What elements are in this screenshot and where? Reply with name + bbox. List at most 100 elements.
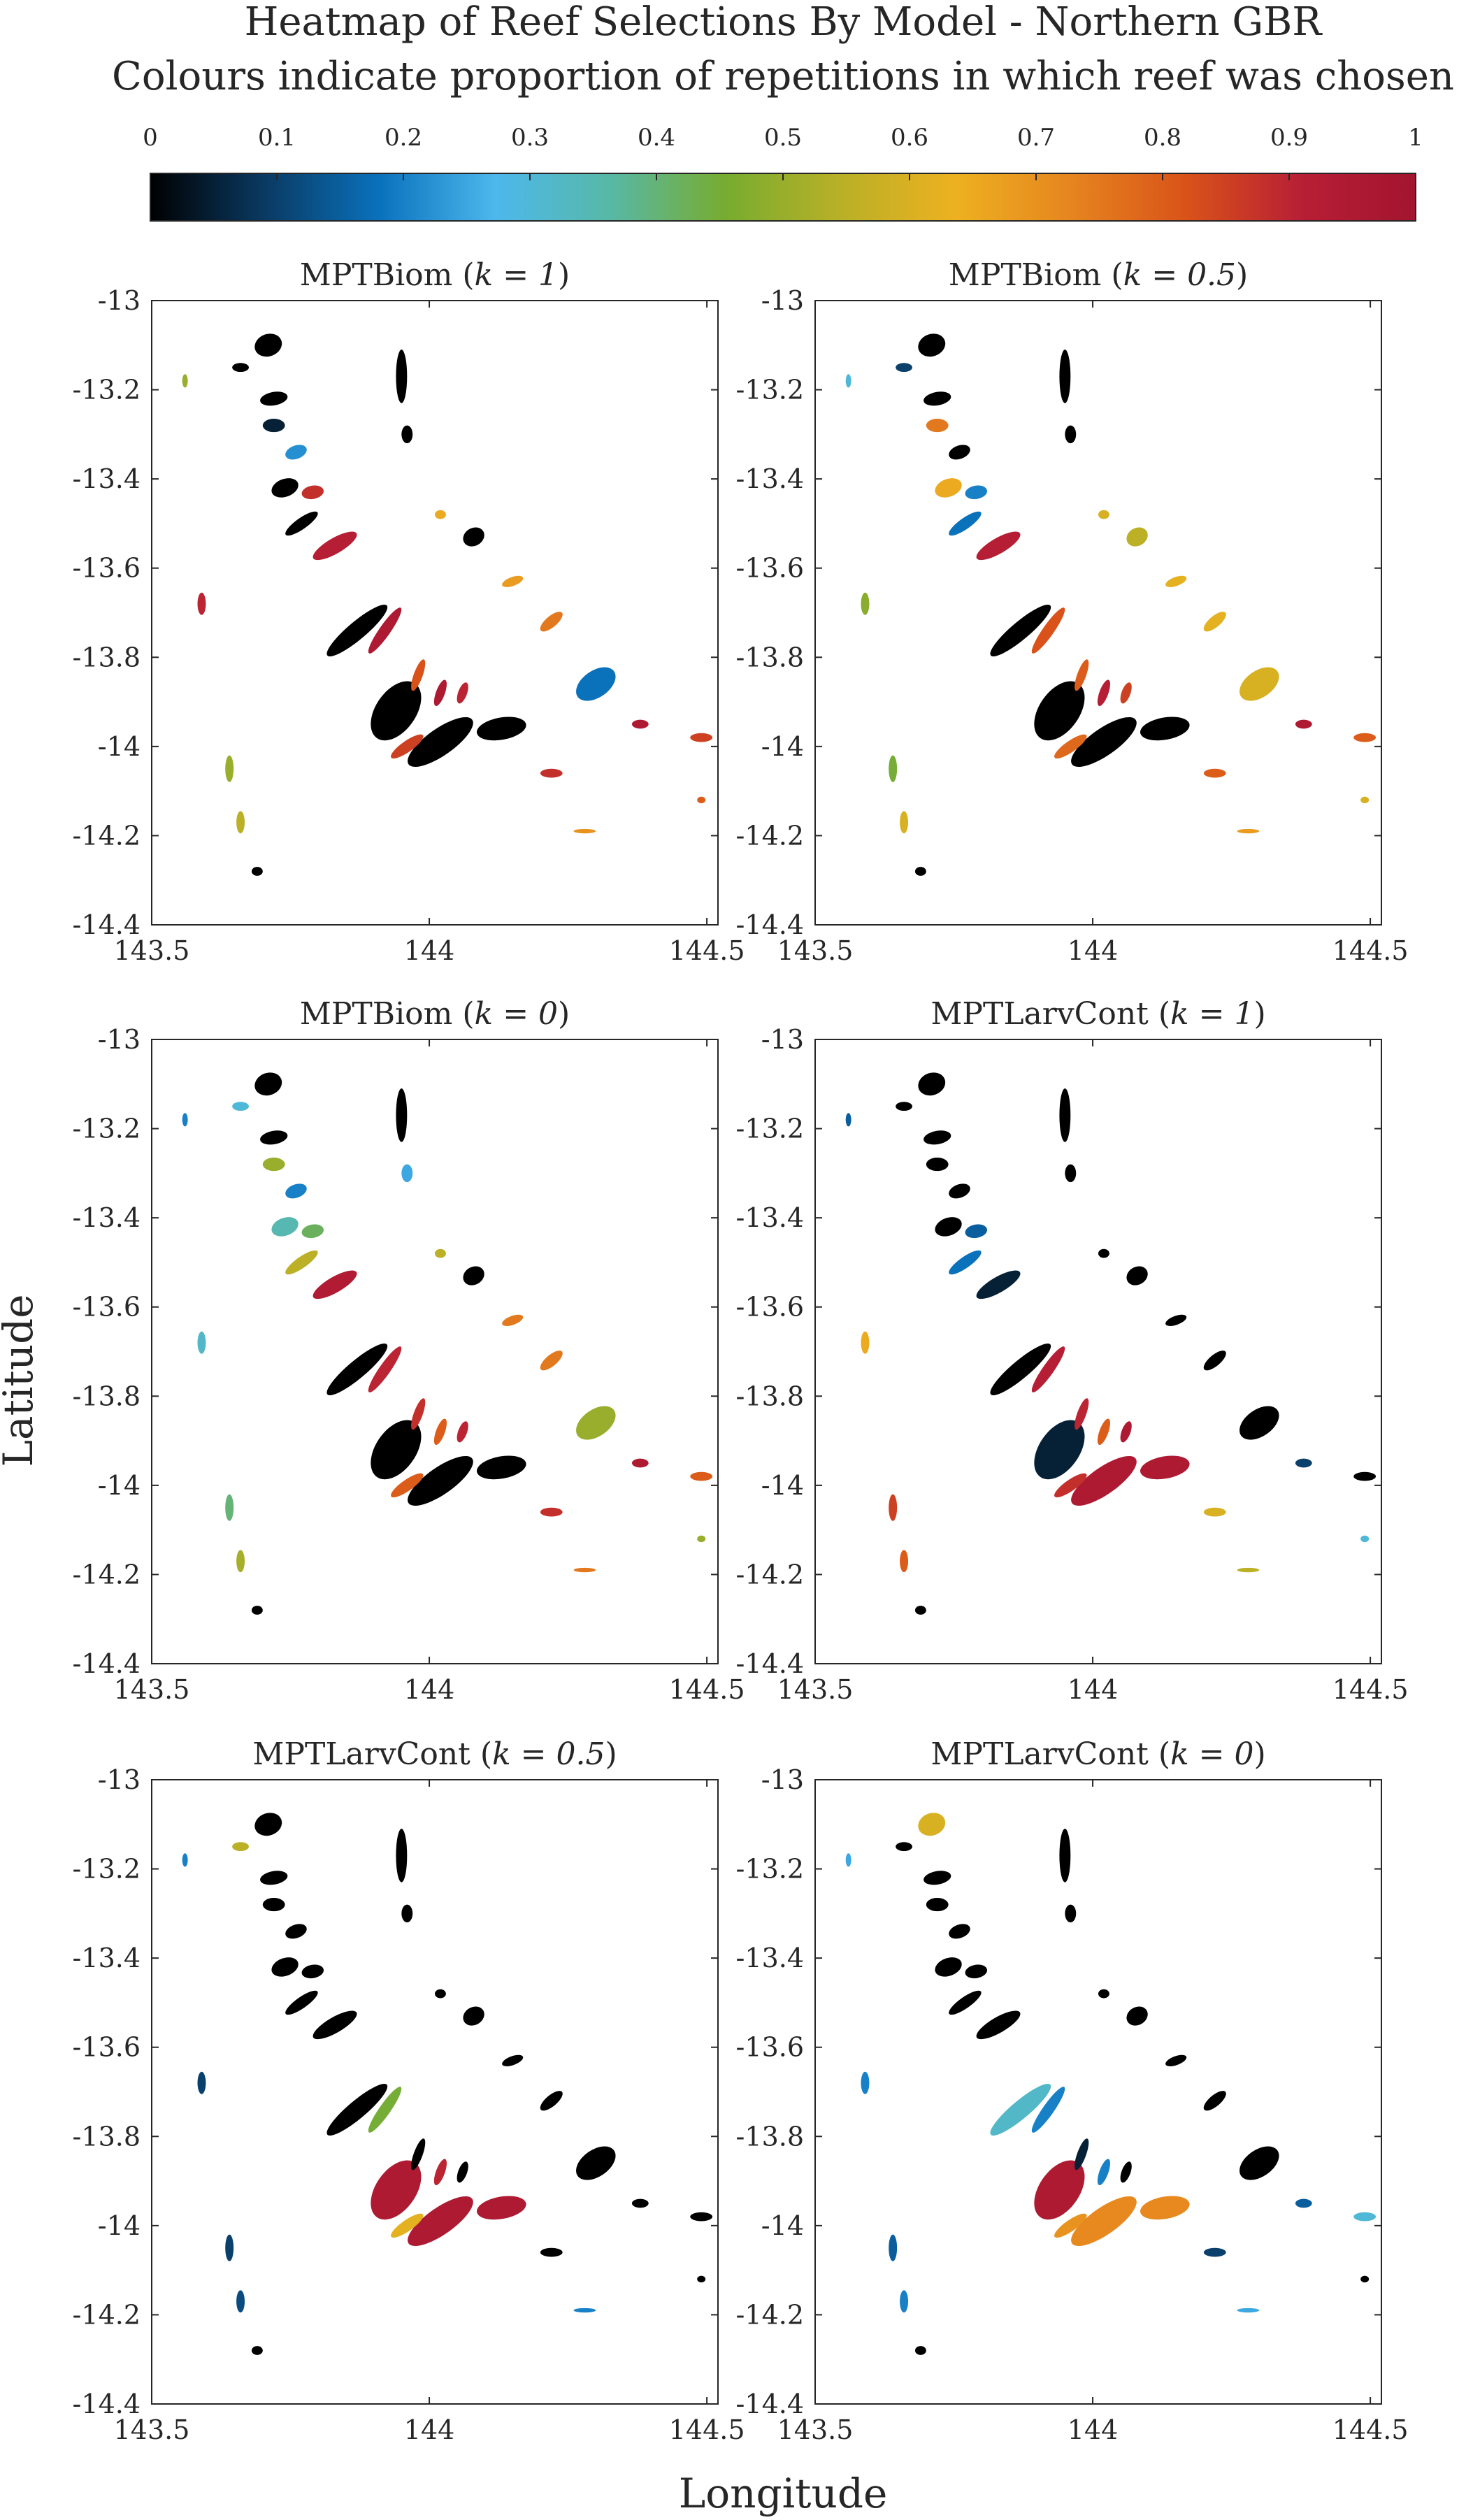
reef-patch [1126,2006,1148,2026]
reef-patch [1098,1989,1109,1999]
panel-title: MPTBiom (k = 0) [300,996,570,1032]
reef-patch [236,811,245,834]
reef-patch [368,2087,402,2133]
panel-title-parameter: k = 1 [1170,996,1254,1032]
y-tick-label: -13.6 [73,553,141,584]
y-tick-label: -13.2 [736,375,804,405]
reef-patch [1034,681,1085,741]
colorbar-tick-label: 0.9 [1270,124,1308,152]
reef-patch [1034,2160,1085,2220]
reef-patch [502,2054,524,2066]
reef-patch [990,1343,1051,1396]
reef-patch [900,811,909,834]
heatmap-panel: MPTBiom (k = 0.5) -13 -13.2 -13.4 -13.6 -13.8… [736,257,1409,966]
colorbar-tick-label: 0.5 [764,124,802,152]
panel-title-model: MPTBiom ( [949,257,1123,293]
reef-patch [1031,607,1065,654]
y-tick-label: -13.8 [73,1381,141,1411]
reef-patch [225,755,234,782]
y-tick-label: -13.2 [73,375,141,405]
reef-patch [1140,1455,1190,1480]
x-tick-label: 144 [1068,1674,1119,1705]
reef-patch [457,2161,468,2183]
panel-title-close: ) [558,996,570,1032]
reef-patch [889,2234,898,2261]
x-tick-label: 144 [404,935,455,966]
reef-patch [1239,1406,1279,1440]
y-tick-label: -13.8 [736,1381,804,1411]
reef-patch [232,1842,249,1852]
reef-patch [540,1507,563,1517]
y-tick-label: -13 [98,1764,141,1795]
reef-patch [301,1224,324,1239]
reef-patch [236,2290,245,2313]
x-tick-label: 143.5 [777,935,854,966]
reef-patch [232,363,249,373]
panel-title-parameter: k = 0.5 [492,1736,605,1772]
reef-patch [690,1471,713,1481]
x-tick-label: 144.5 [669,2414,745,2445]
reef-patch [896,1842,912,1852]
reef-patch [965,485,988,500]
panel-title-close: ) [1254,1736,1266,1772]
colorbar-ticks [150,173,1416,180]
reef-patch [914,867,926,876]
reef-patch [271,1217,299,1237]
reef-patch [576,1406,616,1440]
reef-patch [896,1102,912,1111]
y-tick-label: -13.6 [736,553,804,584]
reef-patch [1140,717,1190,741]
y-tick-label: -13.2 [73,1854,141,1885]
reef-patch [301,1964,324,1979]
reef-layer [182,333,713,876]
reef-patch [1360,2275,1370,2283]
reef-patch [918,1813,946,1836]
reef-patch [368,607,402,654]
reef-patch [631,2198,649,2208]
panel-title-parameter: k = 0.5 [1123,257,1236,293]
reef-layer [845,333,1377,876]
reef-patch [926,419,949,433]
reef-patch [1140,2196,1190,2220]
y-tick-label: -13.4 [736,1943,804,1973]
reef-patch [391,1473,424,1498]
reef-patch [251,867,263,876]
reef-patch [540,612,563,632]
reef-patch [949,1990,982,2015]
y-tick-label: -14 [761,1470,804,1501]
reef-patch [576,2146,616,2180]
reef-patch [900,2290,909,2313]
reef-patch [1065,1164,1077,1183]
panel-title-close: ) [1236,257,1248,293]
axes-frame [151,300,719,926]
reef-layer [845,1072,1377,1615]
panel-title-parameter: k = 0 [1170,1736,1254,1772]
reef-layer [845,1813,1377,2355]
reef-patch [411,1398,426,1430]
y-tick-label: -14.2 [73,820,141,851]
y-tick-label: -14.2 [736,820,804,851]
colorbar: 0 0.1 0.2 0.3 0.4 0.5 0.6 0.7 0.8 0.9 1 [143,124,1423,222]
shared-x-axis-label: Longitude [679,2470,888,2517]
reef-patch [631,1458,649,1468]
reef-patch [918,333,946,357]
reef-patch [271,1957,299,1977]
colorbar-tick-label: 0.4 [638,124,675,152]
reef-patch [1126,1266,1148,1286]
reef-patch [285,1924,307,1939]
reef-patch [924,391,951,406]
x-tick-label: 144.5 [1332,2414,1409,2445]
reef-patch [502,575,524,587]
reef-patch [1059,1088,1071,1142]
x-tick-label: 144.5 [669,935,745,966]
y-tick-label: -13.4 [73,1202,141,1233]
panel-title: MPTBiom (k = 1) [300,257,570,293]
reef-patch [457,682,468,704]
reef-patch [225,2234,234,2261]
y-tick-label: -14.4 [73,2389,141,2419]
reef-patch [573,1567,596,1573]
y-tick-label: -13.8 [73,642,141,672]
figure-title-line1: Heatmap of Reef Selections By Model - No… [245,0,1323,45]
reef-patch [861,592,870,615]
reef-patch [401,1164,413,1183]
